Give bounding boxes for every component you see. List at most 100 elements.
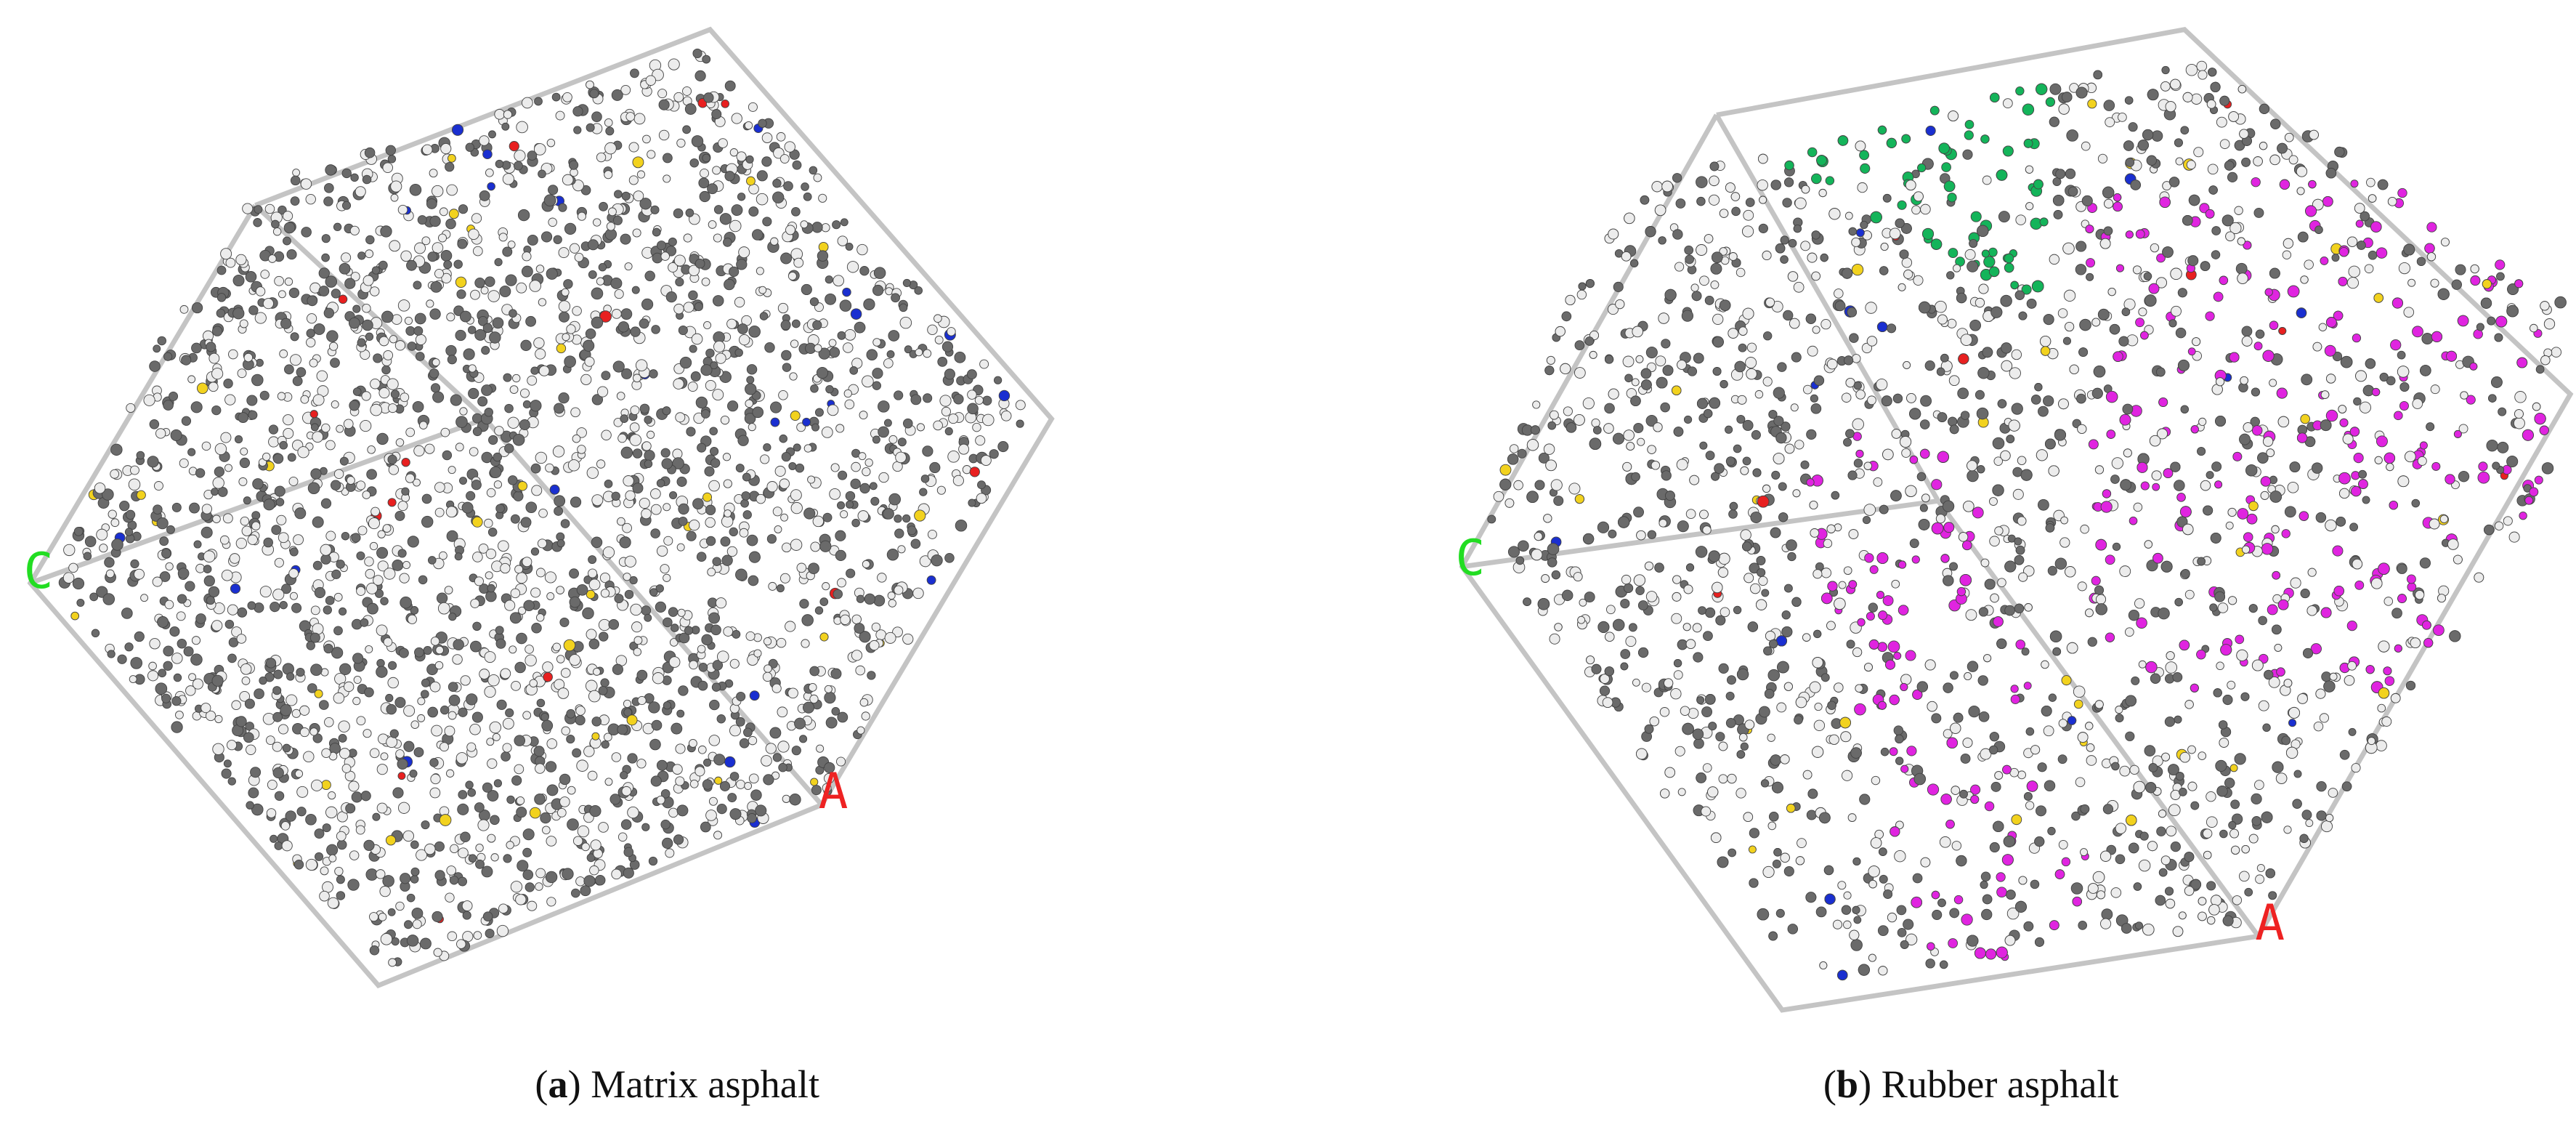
atom — [647, 430, 655, 439]
atom — [2554, 296, 2567, 309]
atom — [2178, 911, 2187, 920]
atom — [745, 631, 756, 641]
atom — [1823, 865, 1834, 876]
atom — [516, 796, 525, 805]
atom — [2268, 676, 2280, 688]
atom — [710, 624, 721, 636]
atom — [2164, 716, 2176, 727]
atom — [844, 399, 855, 410]
atom — [397, 299, 410, 312]
atom — [933, 314, 942, 323]
atom — [235, 716, 247, 727]
atom — [884, 631, 896, 644]
atom — [2344, 675, 2355, 686]
atom — [2258, 700, 2269, 711]
atom — [791, 206, 801, 217]
atom — [2057, 308, 2068, 318]
atom — [859, 483, 870, 494]
atom — [2037, 499, 2049, 511]
atom — [745, 383, 757, 395]
atom — [459, 407, 468, 416]
atom — [2166, 651, 2175, 661]
atom — [545, 463, 554, 473]
atom — [1604, 403, 1615, 414]
atom — [735, 717, 745, 727]
atom — [843, 342, 854, 353]
atom — [571, 888, 580, 898]
atom — [562, 92, 572, 102]
atom — [656, 795, 665, 804]
atom — [496, 699, 507, 710]
atom — [2458, 424, 2468, 434]
atom — [503, 854, 512, 863]
atom — [2125, 695, 2137, 707]
atom — [1949, 908, 1960, 919]
atom — [2102, 186, 2115, 199]
atom — [729, 725, 741, 737]
atom — [2021, 647, 2030, 656]
atom — [777, 706, 788, 718]
atom — [216, 265, 227, 275]
polymer-atom — [1857, 618, 1866, 627]
atom — [370, 403, 383, 416]
atom — [567, 818, 579, 831]
atom — [1897, 927, 1907, 937]
atom — [513, 491, 524, 501]
atom — [2014, 603, 2025, 614]
atom — [188, 673, 196, 682]
atom — [452, 654, 463, 665]
atom — [1757, 179, 1768, 191]
atom — [897, 545, 906, 554]
atom — [266, 808, 277, 818]
atom — [535, 265, 545, 273]
polymer-atom — [2205, 311, 2215, 321]
atom — [262, 298, 275, 310]
atom — [517, 481, 528, 491]
atom — [624, 262, 633, 271]
polymer-atom — [1974, 947, 1986, 959]
polymer-atom — [2332, 545, 2344, 557]
atom — [2227, 680, 2236, 690]
atom — [1968, 705, 1980, 718]
atom — [705, 810, 717, 821]
atom — [156, 517, 169, 530]
atom — [755, 804, 767, 817]
atom — [713, 205, 724, 214]
atom — [370, 507, 380, 517]
atom — [813, 173, 822, 182]
atom — [770, 401, 782, 413]
atom — [1920, 203, 1931, 215]
atom — [318, 700, 329, 710]
atom — [414, 647, 424, 658]
atom — [1718, 663, 1729, 674]
atom — [566, 324, 576, 334]
atom — [658, 129, 670, 141]
atom — [360, 419, 372, 432]
atom — [487, 182, 495, 191]
atom — [501, 122, 510, 131]
atom — [907, 525, 917, 536]
atom — [836, 756, 846, 767]
atom — [2185, 64, 2198, 76]
atom — [747, 654, 758, 666]
atom — [382, 524, 392, 533]
atom — [546, 784, 559, 796]
atom — [183, 646, 194, 657]
atom — [2349, 522, 2359, 532]
atom — [417, 714, 426, 722]
panel-a: C A (a) Matrix asphalt — [24, 26, 1055, 1106]
atom — [1749, 828, 1760, 839]
atom — [635, 359, 648, 371]
atom — [481, 384, 493, 396]
atom — [585, 328, 596, 339]
atom — [675, 412, 686, 423]
atom — [1656, 376, 1668, 389]
atom — [2150, 243, 2160, 253]
polymer-atom — [1825, 176, 1835, 185]
atom — [748, 575, 759, 586]
polymer-atom — [2269, 320, 2279, 331]
atom — [2002, 98, 2013, 109]
atom — [1871, 775, 1881, 786]
atom — [405, 326, 416, 336]
box-edge — [1936, 499, 2261, 938]
